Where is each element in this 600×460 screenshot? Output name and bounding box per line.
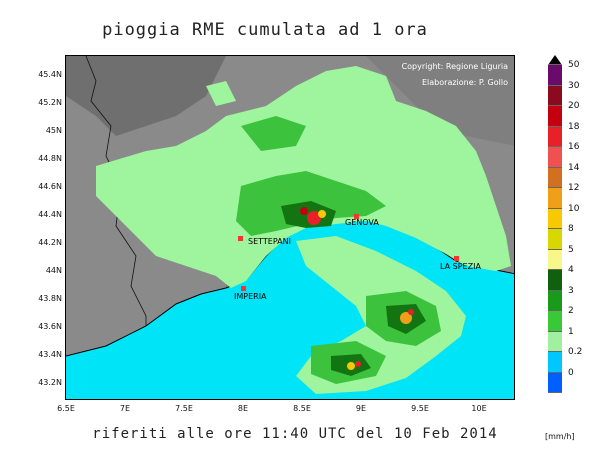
legend-level-label: 12 [568,183,580,193]
legend-color-swatch [548,126,562,147]
legend-level-label: 5 [568,244,574,255]
city-label-imperia: IMPERIA [234,292,267,301]
copyright-text: Copyright: Regione Liguria [401,62,508,71]
lat-tick: 44.6N [38,182,62,191]
city-marker-laspezia [454,256,459,261]
legend-level-label: 14 [568,162,580,173]
legend-level-label: 20 [568,101,580,111]
legend-color-swatch [548,290,562,311]
legend-color-swatch [548,331,562,352]
lat-tick: 44.8N [38,154,62,163]
unit-label: [mm/h] [545,432,575,441]
legend-color-swatch [548,65,562,86]
map-timestamp: riferiti alle ore 11:40 UTC del 10 Feb 2… [92,426,498,442]
lon-tick: 9E [355,404,367,413]
lon-tick: 9.5E [411,404,429,413]
city-marker-settepani [238,236,243,241]
lat-tick: 45.2N [38,98,62,107]
legend-level-label: 0 [568,367,574,378]
legend-level-label: 50 [568,60,580,70]
legend-color-swatch [548,208,562,229]
elaboration-text: Elaborazione: P. Gollo [422,78,508,87]
legend-level-label: 2 [568,306,574,316]
alps-relief [66,56,226,136]
legend-level-label: 8 [568,224,574,234]
rain-cell-yellow-2 [347,362,355,370]
lat-tick: 44.2N [38,238,62,247]
legend-level-label: 16 [568,142,580,152]
legend-level-label: 10 [568,203,580,214]
legend-color-swatch [548,249,562,270]
city-label-genova: GENOVA [345,218,379,227]
rain-cell-orange [400,312,412,324]
legend-arrow-top [548,55,562,65]
legend-color-swatch [548,352,562,373]
lon-tick: 10E [471,404,487,413]
legend-level-label: 3 [568,285,574,296]
legend-level-label: 1 [568,326,574,337]
rain-cell-yellow [318,210,326,218]
rain-light-patch-2 [161,146,216,176]
legend-color-swatch [548,270,562,291]
lon-tick: 8E [237,404,249,413]
legend-color-swatch [548,229,562,250]
lat-tick: 43.2N [38,378,62,387]
lat-tick: 43.6N [38,322,62,331]
map-title: pioggia RME cumulata ad 1 ora [102,20,428,40]
rain-moderate-4 [241,116,306,151]
lon-tick: 7E [119,404,131,413]
legend-color-swatch [548,188,562,209]
rain-legend [548,55,562,393]
legend-color-swatch [548,311,562,332]
rain-cell-red [307,211,321,225]
lat-tick: 44N [45,266,62,275]
lat-tick: 44.4N [38,210,62,219]
city-marker-genova [354,214,359,219]
lat-tick: 43.4N [38,350,62,359]
legend-color-swatch [548,167,562,188]
legend-color-swatch [548,372,562,393]
legend-scale [548,65,562,393]
legend-level-label: 18 [568,121,580,132]
lon-tick: 6.5E [57,404,75,413]
rain-cell-red-3 [408,309,414,315]
apennine-relief [366,56,514,146]
lat-tick: 45.4N [38,70,62,79]
lon-tick: 7.5E [175,404,193,413]
rain-cell-red-2 [300,207,308,215]
rain-cell-red-4 [355,361,361,367]
city-label-settepani: SETTEPANI [248,237,291,246]
lat-tick: 45N [45,126,62,135]
radar-map-canvas [66,56,514,399]
lon-tick: 8.5E [293,404,311,413]
radar-map: Copyright: Regione Liguria Elaborazione:… [65,55,515,400]
rain-light-patch [206,81,236,106]
legend-level-label: 4 [568,265,574,275]
legend-level-label: 0.2 [568,347,583,357]
legend-color-swatch [548,85,562,106]
city-marker-imperia [241,286,246,291]
city-label-laspezia: LA SPEZIA [440,262,481,271]
legend-level-label: 30 [568,80,580,91]
lat-tick: 43.8N [38,294,62,303]
legend-color-swatch [548,106,562,127]
legend-color-swatch [548,147,562,168]
